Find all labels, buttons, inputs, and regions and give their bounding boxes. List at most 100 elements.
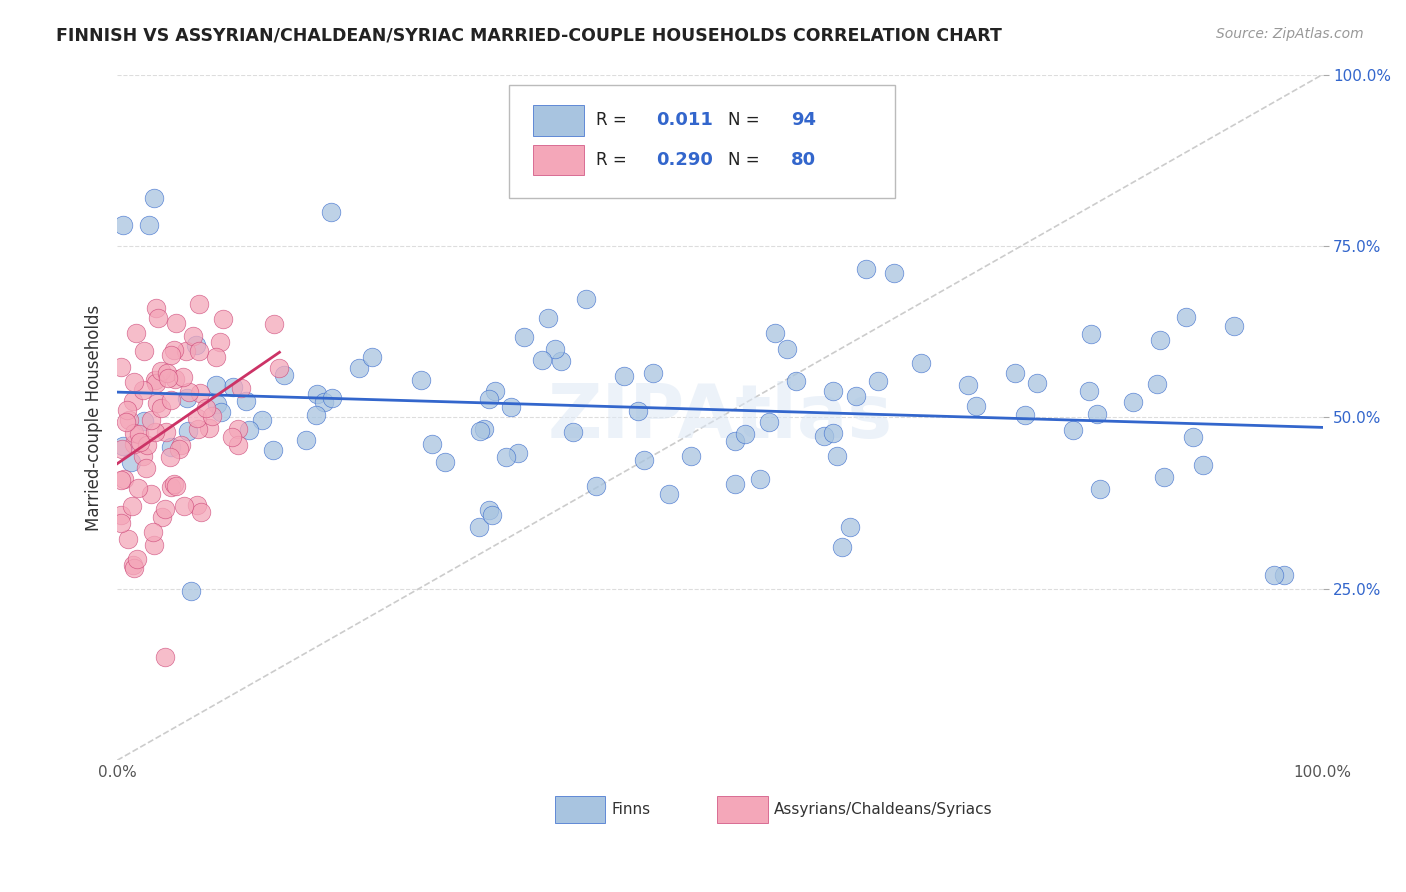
Point <box>212 311 235 326</box>
Point <box>763 326 786 340</box>
Point <box>543 342 565 356</box>
Point <box>201 409 224 424</box>
Point <box>966 399 988 413</box>
Point <box>1122 394 1144 409</box>
Point <box>167 442 190 457</box>
Point <box>135 461 157 475</box>
Point <box>1181 429 1204 443</box>
Text: ZIPAtlas: ZIPAtlas <box>547 381 893 454</box>
Point <box>472 422 495 436</box>
Point <box>120 454 142 468</box>
Point <box>170 438 193 452</box>
Point <box>160 480 183 494</box>
Point <box>145 376 167 391</box>
Text: N =: N = <box>728 112 765 129</box>
Point <box>115 403 138 417</box>
Point <box>269 361 291 376</box>
Point <box>221 430 243 444</box>
Point <box>136 437 159 451</box>
Point <box>585 479 607 493</box>
Point <box>138 219 160 233</box>
Point <box>165 479 187 493</box>
Point <box>122 561 145 575</box>
Point <box>513 330 536 344</box>
Point <box>222 380 245 394</box>
Point <box>181 329 204 343</box>
Point <box>748 472 770 486</box>
Point <box>1146 377 1168 392</box>
Point <box>143 191 166 205</box>
Point <box>627 404 650 418</box>
Point <box>146 396 169 410</box>
Point <box>506 445 529 459</box>
Point <box>172 370 194 384</box>
Text: 0.011: 0.011 <box>657 112 713 129</box>
Text: 0.290: 0.290 <box>657 152 713 169</box>
Point <box>163 343 186 358</box>
Point <box>484 384 506 399</box>
Point <box>122 426 145 441</box>
Text: 94: 94 <box>792 112 815 129</box>
Point <box>1223 319 1246 334</box>
Point <box>1025 376 1047 391</box>
Point <box>112 219 135 233</box>
Point <box>262 443 284 458</box>
Point <box>112 472 135 486</box>
Point <box>143 425 166 439</box>
Point <box>139 413 162 427</box>
Point <box>159 348 181 362</box>
Point <box>159 450 181 465</box>
Point <box>420 437 443 451</box>
Point <box>845 389 868 403</box>
Point <box>1080 326 1102 341</box>
Point <box>112 439 135 453</box>
Point <box>132 449 155 463</box>
Point <box>150 401 173 415</box>
Point <box>1192 458 1215 472</box>
Point <box>139 487 162 501</box>
Point <box>226 438 249 452</box>
Point <box>499 400 522 414</box>
Point <box>121 500 143 514</box>
Point <box>481 508 503 523</box>
Point <box>238 423 260 437</box>
Text: 80: 80 <box>792 152 815 169</box>
Text: Assyrians/Chaldeans/Syriacs: Assyrians/Chaldeans/Syriacs <box>775 802 993 817</box>
Point <box>187 343 209 358</box>
Point <box>142 524 165 539</box>
Point <box>1004 366 1026 380</box>
Point <box>1078 384 1101 399</box>
Point <box>110 508 132 523</box>
Point <box>143 373 166 387</box>
Point <box>1090 482 1112 496</box>
Point <box>855 262 877 277</box>
Point <box>734 427 756 442</box>
Point <box>165 372 187 386</box>
Point <box>132 383 155 397</box>
Point <box>478 502 501 516</box>
Point <box>321 391 343 405</box>
Point <box>129 434 152 449</box>
Point <box>173 500 195 514</box>
Y-axis label: Married-couple Households: Married-couple Households <box>86 304 103 531</box>
Point <box>209 334 232 349</box>
Point <box>724 476 747 491</box>
Text: FINNISH VS ASSYRIAN/CHALDEAN/SYRIAC MARRIED-COUPLE HOUSEHOLDS CORRELATION CHART: FINNISH VS ASSYRIAN/CHALDEAN/SYRIAC MARR… <box>56 27 1002 45</box>
Point <box>235 394 257 409</box>
Text: R =: R = <box>596 152 631 169</box>
Point <box>1014 409 1036 423</box>
Point <box>204 378 226 392</box>
Point <box>658 486 681 500</box>
Point <box>1062 423 1084 437</box>
Point <box>153 501 176 516</box>
Point <box>825 450 848 464</box>
Point <box>319 204 342 219</box>
Point <box>495 450 517 464</box>
Point <box>174 343 197 358</box>
Point <box>205 397 228 411</box>
Point <box>115 415 138 429</box>
Point <box>150 510 173 524</box>
Point <box>775 343 797 357</box>
Point <box>128 426 150 441</box>
Point <box>134 343 156 358</box>
